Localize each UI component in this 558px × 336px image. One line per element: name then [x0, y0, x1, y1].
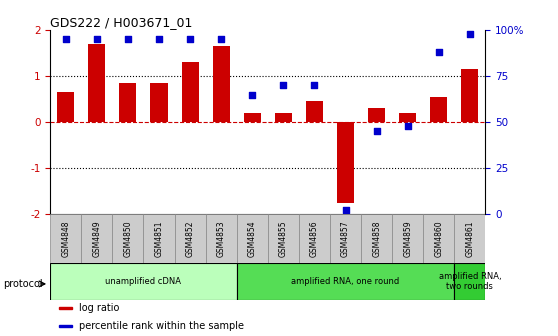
- Bar: [119, 83, 137, 122]
- FancyBboxPatch shape: [268, 214, 299, 263]
- Text: amplified RNA,
two rounds: amplified RNA, two rounds: [439, 272, 501, 291]
- Bar: [244, 113, 261, 122]
- Bar: [399, 113, 416, 122]
- Point: [403, 123, 412, 129]
- Bar: [213, 46, 230, 122]
- Point: [186, 37, 195, 42]
- FancyBboxPatch shape: [206, 214, 237, 263]
- Text: GSM4855: GSM4855: [279, 220, 288, 257]
- Bar: [461, 69, 478, 122]
- Point: [248, 92, 257, 97]
- FancyBboxPatch shape: [454, 263, 485, 300]
- Text: GSM4859: GSM4859: [403, 220, 412, 257]
- FancyBboxPatch shape: [50, 214, 81, 263]
- Text: GSM4858: GSM4858: [372, 220, 381, 257]
- Text: GSM4860: GSM4860: [434, 220, 443, 257]
- FancyBboxPatch shape: [237, 214, 268, 263]
- Text: GSM4854: GSM4854: [248, 220, 257, 257]
- Point: [279, 83, 288, 88]
- Text: GSM4849: GSM4849: [93, 220, 102, 257]
- Bar: [430, 97, 448, 122]
- Point: [465, 31, 474, 37]
- Point: [341, 208, 350, 213]
- Text: GSM4848: GSM4848: [61, 220, 70, 257]
- Text: unamplified cDNA: unamplified cDNA: [105, 277, 181, 286]
- FancyBboxPatch shape: [454, 214, 485, 263]
- Text: GSM4850: GSM4850: [123, 220, 132, 257]
- Text: GDS222 / H003671_01: GDS222 / H003671_01: [50, 16, 193, 29]
- FancyBboxPatch shape: [361, 214, 392, 263]
- Bar: [57, 92, 74, 122]
- Point: [310, 83, 319, 88]
- Bar: [275, 113, 292, 122]
- FancyBboxPatch shape: [175, 214, 206, 263]
- FancyBboxPatch shape: [50, 263, 237, 300]
- Text: protocol: protocol: [3, 279, 42, 289]
- FancyBboxPatch shape: [237, 263, 454, 300]
- Point: [372, 129, 381, 134]
- Point: [155, 37, 163, 42]
- Text: GSM4853: GSM4853: [217, 220, 225, 257]
- Point: [93, 37, 102, 42]
- Text: GSM4856: GSM4856: [310, 220, 319, 257]
- Point: [61, 37, 70, 42]
- Bar: [337, 122, 354, 203]
- Text: GSM4861: GSM4861: [465, 220, 474, 257]
- Bar: [368, 109, 385, 122]
- Bar: [88, 44, 105, 122]
- Text: GSM4851: GSM4851: [155, 220, 163, 257]
- Text: GSM4852: GSM4852: [186, 220, 195, 257]
- FancyBboxPatch shape: [299, 214, 330, 263]
- FancyBboxPatch shape: [424, 214, 454, 263]
- Bar: [306, 101, 323, 122]
- FancyBboxPatch shape: [112, 214, 143, 263]
- FancyBboxPatch shape: [143, 214, 175, 263]
- Text: amplified RNA, one round: amplified RNA, one round: [291, 277, 400, 286]
- FancyBboxPatch shape: [81, 214, 112, 263]
- Bar: [151, 83, 167, 122]
- Text: log ratio: log ratio: [79, 303, 119, 313]
- Text: GSM4857: GSM4857: [341, 220, 350, 257]
- Bar: [59, 307, 72, 309]
- Point: [434, 50, 443, 55]
- FancyBboxPatch shape: [392, 214, 424, 263]
- Point: [123, 37, 132, 42]
- FancyBboxPatch shape: [330, 214, 361, 263]
- Bar: [59, 325, 72, 327]
- Text: percentile rank within the sample: percentile rank within the sample: [79, 321, 243, 331]
- Point: [217, 37, 225, 42]
- Bar: [181, 62, 199, 122]
